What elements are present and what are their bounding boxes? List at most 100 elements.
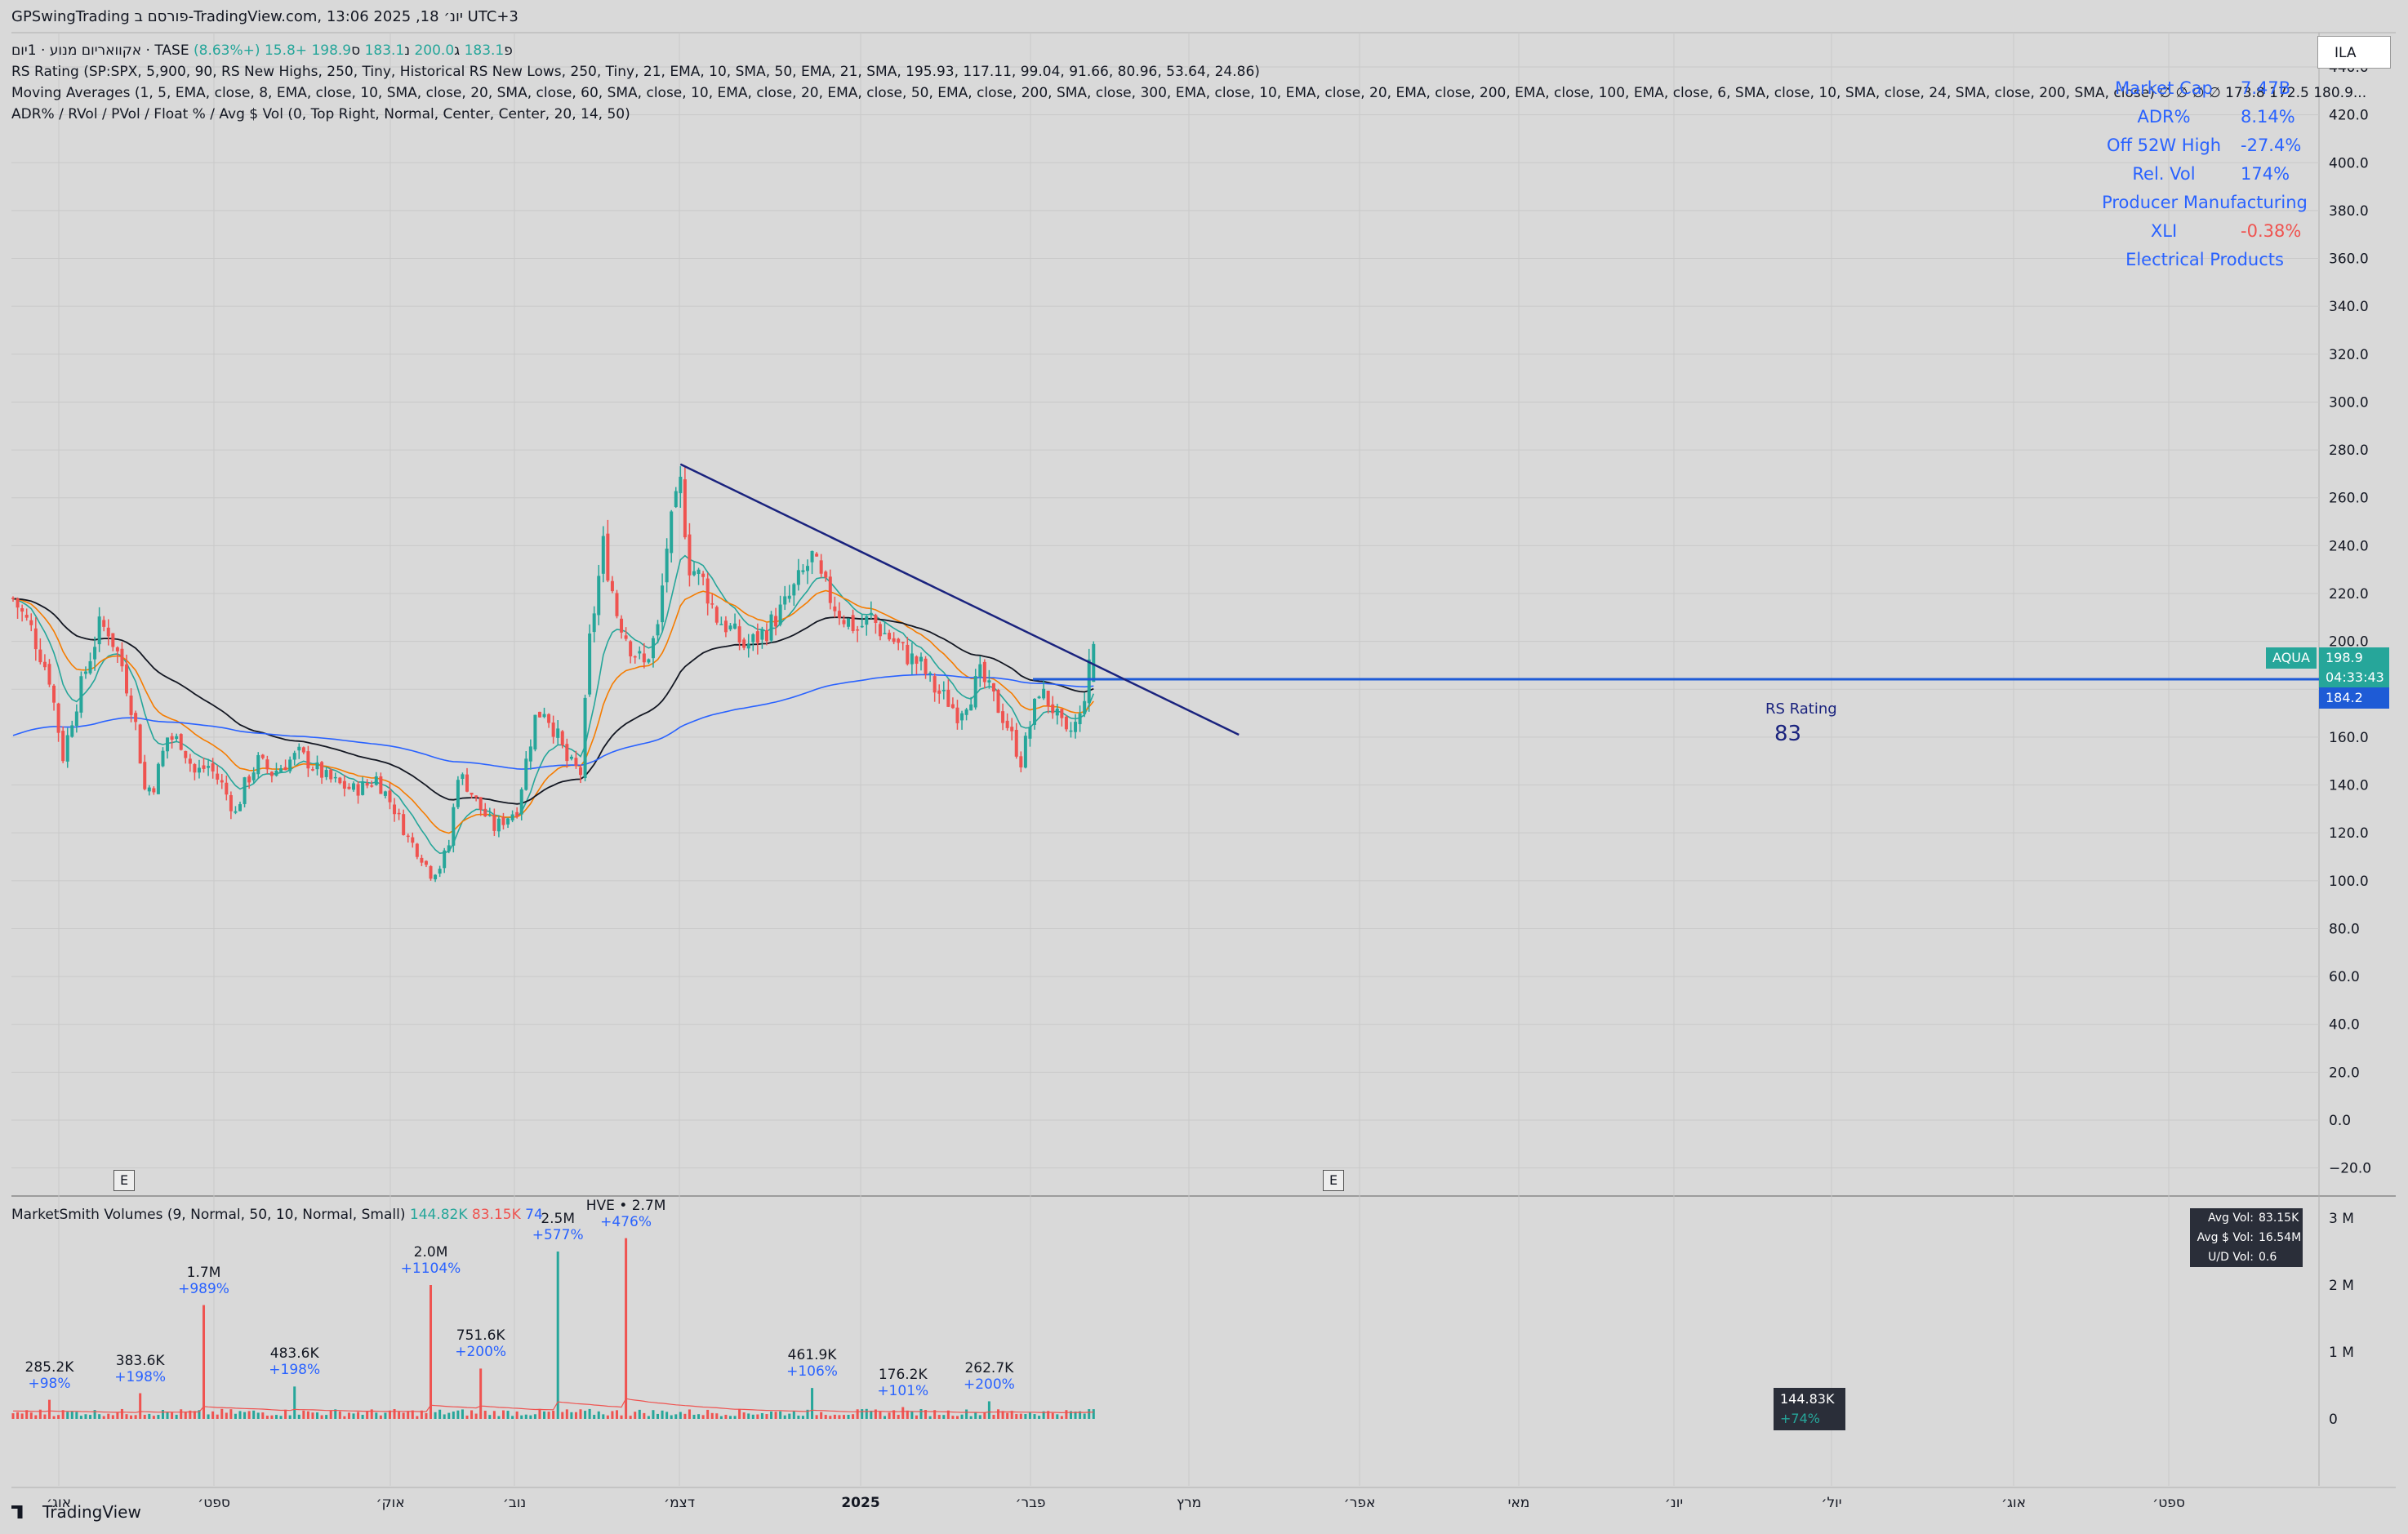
- ohlc-open-label: פ: [504, 42, 513, 59]
- time-tick-label: אוג׳: [47, 1495, 71, 1511]
- candle-body: [987, 680, 991, 683]
- candle-body: [234, 811, 238, 813]
- candle-body: [202, 765, 206, 769]
- stats-row: Producer Manufacturing: [2102, 193, 2308, 212]
- volume-bar: [152, 1416, 155, 1419]
- candle-body: [179, 734, 183, 750]
- candle-body: [310, 769, 314, 771]
- volume-bar: [361, 1414, 364, 1419]
- time-tick-label: יול׳: [1821, 1495, 1841, 1511]
- volume-bar: [815, 1415, 818, 1419]
- volume-bar: [506, 1411, 510, 1419]
- candle-body: [269, 771, 274, 776]
- candle-body: [470, 792, 474, 795]
- volume-bar: [992, 1415, 995, 1419]
- descending-trendline: [679, 463, 1240, 736]
- candle-body: [52, 685, 56, 703]
- candle-body: [443, 850, 447, 869]
- candle-body: [533, 714, 537, 750]
- price-tick-label: 140.0: [2329, 778, 2369, 794]
- volume-bar: [1092, 1409, 1095, 1419]
- candle-body: [188, 758, 192, 764]
- volume-spike-annotation: 383.6K +198%: [114, 1352, 167, 1385]
- volume-bar: [960, 1414, 964, 1419]
- candle-body: [138, 724, 142, 764]
- volume-bar: [906, 1410, 909, 1419]
- tradingview-logo[interactable]: TradingView: [11, 1502, 141, 1522]
- candle-body: [978, 664, 982, 678]
- candle-body: [583, 697, 587, 779]
- candle-body: [674, 491, 678, 508]
- candle-body: [1005, 720, 1009, 728]
- volume-bar: [443, 1414, 446, 1419]
- candle-body: [361, 781, 365, 795]
- volume-spike-bar: [901, 1407, 905, 1419]
- volume-bar: [329, 1410, 332, 1419]
- indicator-adr[interactable]: ADR% / RVol / PVol / Float % / Avg $ Vol…: [11, 106, 630, 122]
- volume-indicator-title[interactable]: MarketSmith Volumes (9, Normal, 50, 10, …: [11, 1207, 543, 1223]
- volume-spike-annotation: 483.6K +198%: [269, 1345, 321, 1379]
- price-tick-label: 0.0: [2329, 1113, 2351, 1129]
- volume-bar: [388, 1410, 391, 1419]
- candle-body: [1078, 713, 1082, 725]
- ema-10-line: [12, 554, 1095, 855]
- ema-21-line: [12, 589, 1094, 834]
- volume-bar: [261, 1412, 265, 1419]
- candle-body: [220, 780, 224, 783]
- candle-body: [565, 744, 569, 762]
- ohlc-high-label: ג: [454, 42, 461, 59]
- volume-bar: [1015, 1413, 1018, 1419]
- candle-body: [760, 629, 764, 640]
- last-price-tag: 198.9 04:33:43: [2319, 647, 2389, 690]
- candle-body: [701, 573, 705, 577]
- volume-bar: [111, 1415, 114, 1419]
- volume-bar: [870, 1410, 873, 1419]
- volume-bar: [910, 1411, 914, 1419]
- volume-bar: [756, 1414, 759, 1419]
- candle-body: [620, 618, 624, 633]
- drawing-overlays[interactable]: [679, 463, 2319, 736]
- candle-body: [496, 818, 501, 832]
- candle-body: [869, 612, 873, 615]
- volume-bar: [402, 1412, 405, 1419]
- candle-body: [665, 549, 669, 583]
- earnings-marker[interactable]: E: [114, 1170, 135, 1191]
- candle-body: [1092, 643, 1096, 683]
- candle-body: [102, 620, 106, 627]
- moving-averages: [12, 554, 1095, 855]
- candle-body: [824, 571, 828, 578]
- volume-bar: [524, 1414, 527, 1419]
- time-tick-label: מרץ: [1177, 1495, 1201, 1511]
- indicator-rs-rating[interactable]: RS Rating (SP:SPX, 5,900, 90, RS New Hig…: [11, 64, 1260, 80]
- candle-body: [83, 671, 87, 674]
- candle-body: [837, 611, 841, 619]
- candle-body: [1046, 691, 1050, 707]
- candle-body: [969, 704, 973, 711]
- volume-bar: [1038, 1416, 1041, 1419]
- candle-body: [615, 593, 619, 616]
- stats-row: XLI -0.38%: [2150, 221, 2302, 241]
- last-price: 198.9: [2326, 650, 2363, 665]
- volume-bar: [638, 1409, 641, 1419]
- candle-body: [1014, 730, 1018, 757]
- volume-bar: [130, 1415, 133, 1419]
- price-tick-label: 80.0: [2329, 921, 2360, 937]
- volume-spike-bar: [293, 1386, 296, 1419]
- volume-bar: [997, 1409, 1000, 1419]
- indicator-moving-averages[interactable]: Moving Averages (1, 5, EMA, close, 8, EM…: [11, 85, 2367, 101]
- earnings-marker[interactable]: E: [1323, 1170, 1344, 1191]
- volume-bar: [552, 1410, 555, 1419]
- candle-body: [434, 874, 438, 880]
- candle-body: [642, 653, 646, 663]
- candle-body: [670, 511, 674, 554]
- candle-body: [796, 570, 800, 585]
- currency-badge[interactable]: ILA: [2317, 36, 2391, 69]
- volume-bar: [511, 1416, 514, 1419]
- volume-bar: [937, 1415, 941, 1419]
- candle-body: [365, 783, 369, 786]
- volume-bar: [334, 1409, 337, 1419]
- volume-spike-bar: [479, 1368, 483, 1419]
- symbol-name[interactable]: אקוואריום מנוע · 1יום · TASE: [11, 42, 189, 59]
- candle-body: [792, 584, 796, 596]
